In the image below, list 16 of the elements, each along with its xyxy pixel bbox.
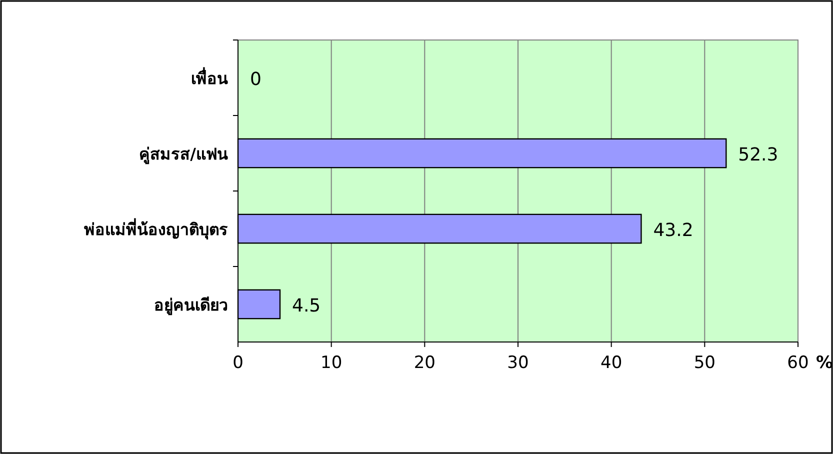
x-tick-label: 20 bbox=[414, 353, 436, 373]
x-tick-label: 40 bbox=[600, 353, 622, 373]
data-label: 4.5 bbox=[292, 295, 321, 316]
data-label: 0 bbox=[250, 68, 262, 90]
x-tick-label: 0 bbox=[232, 353, 244, 373]
data-label: 52.3 bbox=[738, 144, 778, 166]
x-axis-title: % bbox=[816, 353, 833, 373]
x-tick-label: 30 bbox=[507, 353, 529, 373]
y-tick-label: พ่อแม่พี่น้องญาติบุตร bbox=[84, 218, 228, 240]
x-tick-label: 60 bbox=[787, 353, 809, 373]
x-tick-label: 50 bbox=[694, 353, 716, 373]
y-tick-label: คู่สมรส/แฟน bbox=[139, 144, 228, 166]
x-tick-label: 10 bbox=[320, 353, 342, 373]
y-tick-label: เพื่อน bbox=[191, 66, 228, 88]
data-label: 43.2 bbox=[653, 220, 694, 241]
y-tick-label: อยู่คนเดียว bbox=[154, 295, 228, 316]
